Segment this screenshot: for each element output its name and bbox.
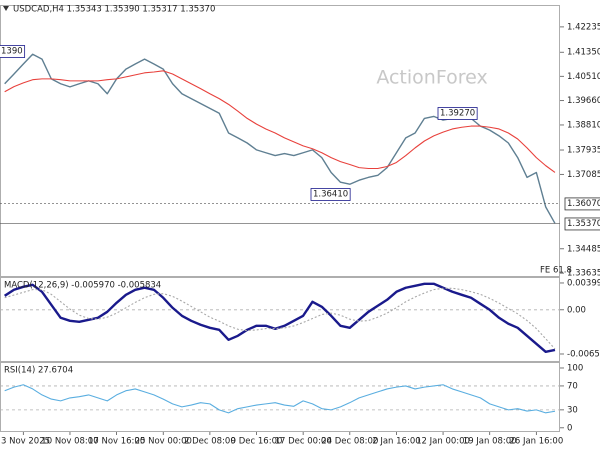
y-tick-label: 1.42235 — [567, 22, 600, 32]
y-tick-label: 1.40510 — [567, 72, 600, 82]
x-tick-label: 17 Dec 00:00 — [275, 437, 332, 447]
label-box — [437, 107, 478, 120]
x-tick-label: 10 Nov 08:00 — [41, 437, 98, 447]
annotation: 1.39270 — [440, 109, 475, 119]
y-tick-label: 1.37085 — [567, 170, 600, 180]
price-line-label: 1.35370 — [567, 219, 600, 229]
label-box — [310, 188, 351, 201]
x-tick-label: 9 Dec 16:00 — [231, 437, 283, 447]
x-tick-label: 2 Jan 16:00 — [372, 437, 420, 447]
y-tick-label: 1.37935 — [567, 146, 600, 156]
watermark: ActionForex — [376, 67, 487, 89]
series-line — [4, 384, 556, 414]
price-line-label: 1.36070 — [567, 199, 600, 209]
x-tick-label: 3 Nov 2025 — [1, 437, 50, 447]
x-tick-label: 25 Nov 00:00 — [135, 437, 192, 447]
label-box — [564, 217, 600, 231]
x-tick-label: 17 Nov 16:00 — [88, 437, 145, 447]
annotation: 1390 — [1, 47, 23, 57]
x-tick-label: 12 Jan 00:00 — [416, 437, 470, 447]
series-line — [4, 287, 556, 350]
y-tick-label: 30 — [567, 405, 578, 415]
y-tick-label: 1.33635 — [567, 269, 600, 279]
panel-frame — [0, 362, 560, 432]
series-line — [4, 70, 556, 173]
y-tick-label: 1.41350 — [567, 48, 600, 58]
panel-title: RSI(14) 27.6704 — [4, 366, 73, 376]
annotation: 1.36410 — [313, 190, 348, 200]
label-box — [0, 45, 26, 58]
symbol-icon — [3, 6, 9, 11]
y-tick-label: 1.39660 — [567, 96, 600, 106]
x-tick-label: 19 Jan 08:00 — [463, 437, 517, 447]
x-tick-label: 24 Dec 08:00 — [321, 437, 378, 447]
y-tick-label: 0.003991 — [567, 278, 600, 288]
panel-title: MACD(12,26,9) -0.005970 -0.005834 — [4, 281, 161, 291]
series-line — [4, 282, 556, 353]
y-tick-label: -0.006578 — [567, 349, 600, 359]
y-tick-label: 100 — [567, 363, 583, 373]
label-box — [564, 197, 600, 211]
y-tick-label: 1.34485 — [567, 244, 600, 254]
y-tick-label: 0.00 — [567, 305, 586, 315]
panel-title: USDCAD,H4 1.35343 1.35390 1.35317 1.3537… — [13, 5, 215, 15]
x-tick-label: 26 Jan 16:00 — [509, 437, 563, 447]
y-tick-label: 70 — [567, 381, 578, 391]
panel-frame — [0, 277, 560, 362]
x-tick-label: 2 Dec 08:00 — [184, 437, 236, 447]
annotation: FE 61.8 — [540, 266, 572, 276]
panel-frame — [0, 5, 560, 277]
y-tick-label: 1.38810 — [567, 120, 600, 130]
y-tick-label: 0 — [567, 423, 572, 433]
